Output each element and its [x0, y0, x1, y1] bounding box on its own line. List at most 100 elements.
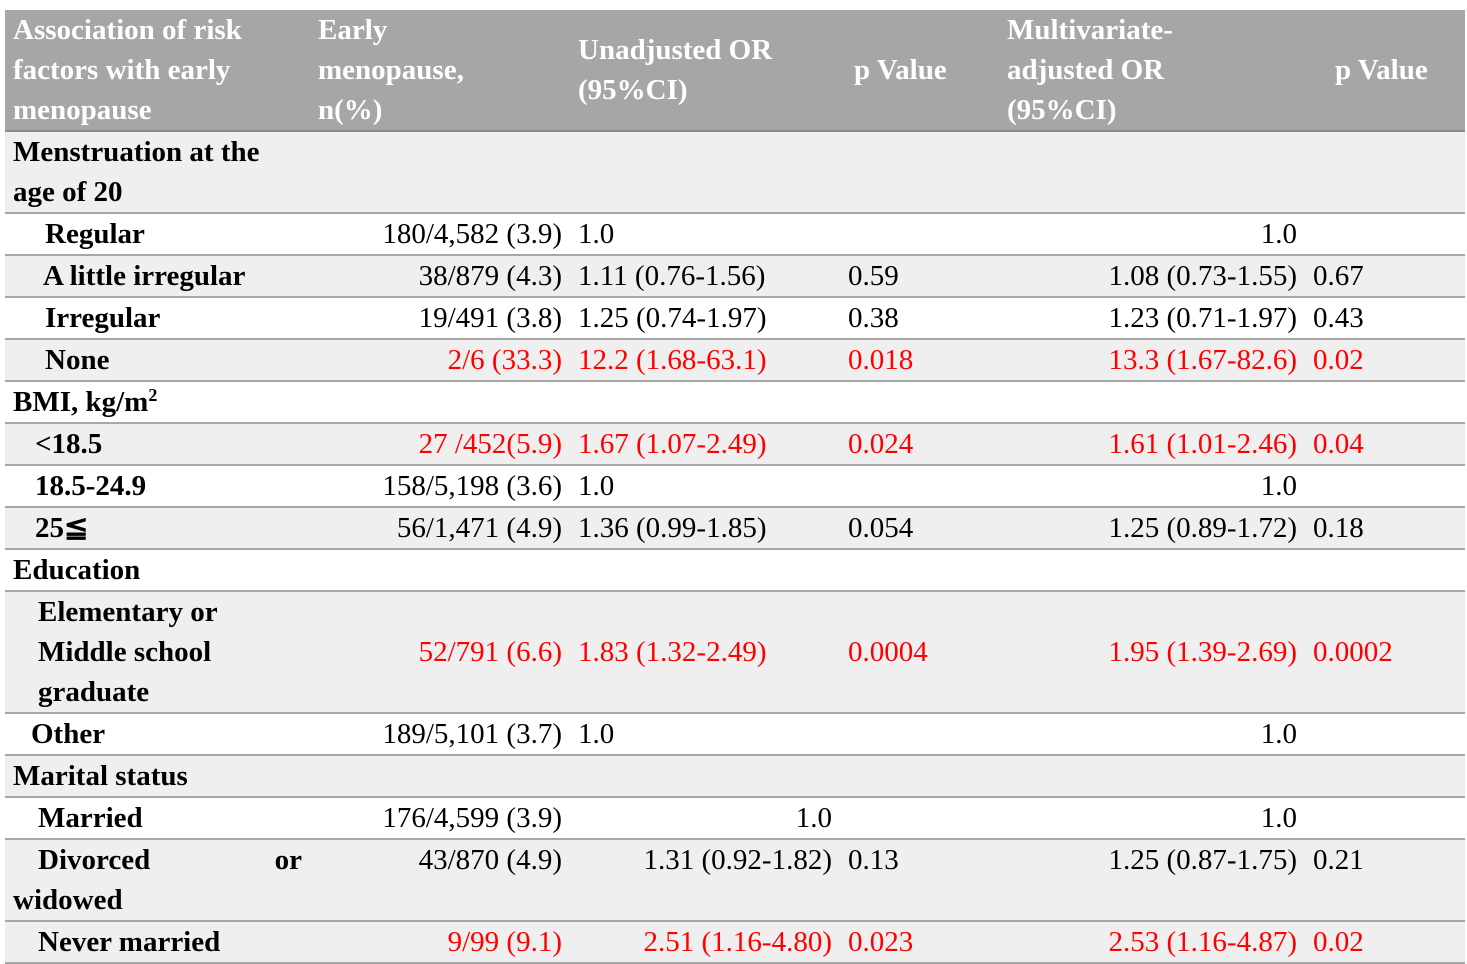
- adjusted-p-cell: 0.02: [1313, 926, 1364, 958]
- early-menopause-cell: 9/99 (9.1): [447, 926, 562, 958]
- early-menopause-cell: 19/491 (3.8): [418, 302, 562, 334]
- unadjusted-or-cell: 1.67 (1.07-2.49): [578, 428, 767, 460]
- row-label: Other: [31, 718, 106, 750]
- section-label: Education: [13, 554, 141, 586]
- unadjusted-or-cell: 1.0: [578, 218, 615, 250]
- unadjusted-or-cell: 2.51 (1.16-4.80): [643, 926, 832, 958]
- adjusted-p-cell: 0.43: [1313, 302, 1364, 334]
- adjusted-or-cell: 1.25 (0.89-1.72): [1108, 512, 1297, 544]
- p-value-cell: [840, 797, 983, 839]
- table-row: 25≦ 56/1,471 (4.9) 1.36 (0.99-1.85) 0.05…: [5, 507, 1465, 549]
- divorced-label-line: Divorced or: [13, 840, 302, 880]
- header-adjusted-or: Multivariate-adjusted OR (95%CI): [983, 10, 1305, 132]
- adjusted-p-cell: 0.02: [1313, 344, 1364, 376]
- table-row: Married 176/4,599 (3.9) 1.0 1.0: [5, 797, 1465, 839]
- adjusted-p-cell: 0.0002: [1313, 636, 1393, 668]
- p-value-cell: [840, 713, 983, 755]
- p-value-cell: 0.024: [848, 428, 914, 460]
- unadjusted-or-cell: 1.0: [578, 718, 615, 750]
- row-label: 25≦: [35, 512, 89, 544]
- p-value-cell: [840, 465, 983, 507]
- p-value-cell: 0.38: [848, 302, 899, 334]
- unadjusted-or-cell: 1.0: [578, 470, 615, 502]
- early-menopause-cell: 176/4,599 (3.9): [382, 802, 562, 834]
- adjusted-or-cell: 1.0: [1260, 802, 1297, 834]
- adjusted-or-cell: 1.95 (1.39-2.69): [1108, 636, 1297, 668]
- risk-factor-table: Association of risk factors with early m…: [5, 10, 1465, 964]
- section-label: Menstruation at the age of 20: [13, 136, 260, 208]
- early-menopause-cell: 43/870 (4.9): [418, 844, 562, 876]
- early-menopause-cell: 180/4,582 (3.9): [382, 218, 562, 250]
- header-risk-factor: Association of risk factors with early m…: [5, 10, 310, 132]
- early-menopause-cell: 52/791 (6.6): [418, 636, 562, 668]
- early-menopause-cell: 38/879 (4.3): [418, 260, 562, 292]
- adjusted-p-cell: [1305, 797, 1465, 839]
- p-value-cell: 0.59: [848, 260, 899, 292]
- early-menopause-cell: 2/6 (33.3): [447, 344, 562, 376]
- adjusted-p-cell: 0.18: [1313, 512, 1364, 544]
- section-row-education: Education: [5, 549, 1465, 591]
- table-row: Irregular 19/491 (3.8) 1.25 (0.74-1.97) …: [5, 297, 1465, 339]
- table-row: None 2/6 (33.3) 12.2 (1.68-63.1) 0.018 1…: [5, 339, 1465, 381]
- widowed-word: widowed: [13, 884, 123, 916]
- unadjusted-or-cell: 1.83 (1.32-2.49): [578, 636, 767, 668]
- adjusted-p-cell: [1305, 213, 1465, 255]
- p-value-cell: 0.018: [848, 344, 914, 376]
- early-menopause-cell: 27 /452(5.9): [418, 428, 562, 460]
- row-label: Married: [38, 802, 143, 834]
- divorced-word: Divorced: [38, 844, 151, 876]
- row-label: Elementary or Middle school graduate: [38, 596, 218, 708]
- header-row: Association of risk factors with early m…: [5, 10, 1465, 132]
- adjusted-p-cell: 0.04: [1313, 428, 1364, 460]
- table-row: Divorced or widowed 43/870 (4.9) 1.31 (0…: [5, 839, 1465, 921]
- adjusted-or-cell: 1.23 (0.71-1.97): [1108, 302, 1297, 334]
- adjusted-or-cell: 1.0: [1260, 218, 1297, 250]
- unadjusted-or-cell: 12.2 (1.68-63.1): [578, 344, 767, 376]
- section-row-marital: Marital status: [5, 755, 1465, 797]
- table-row: Elementary or Middle school graduate 52/…: [5, 591, 1465, 713]
- section-label: BMI, kg/m2: [5, 381, 310, 423]
- adjusted-or-cell: 1.0: [1260, 470, 1297, 502]
- early-menopause-cell: 158/5,198 (3.6): [382, 470, 562, 502]
- section-row-menstruation: Menstruation at the age of 20: [5, 131, 1465, 213]
- adjusted-or-cell: 1.25 (0.87-1.75): [1108, 844, 1297, 876]
- p-value-cell: 0.0004: [848, 636, 928, 668]
- p-value-cell: 0.13: [848, 844, 899, 876]
- row-label: Irregular: [45, 302, 161, 334]
- section-row-bmi: BMI, kg/m2: [5, 381, 1465, 423]
- row-label: A little irregular: [43, 260, 246, 292]
- unadjusted-or-cell: 1.31 (0.92-1.82): [643, 844, 832, 876]
- row-label: Never married: [38, 926, 221, 958]
- p-value-cell: 0.054: [848, 512, 914, 544]
- adjusted-or-cell: 1.0: [1260, 718, 1297, 750]
- table-row: Never married 9/99 (9.1) 2.51 (1.16-4.80…: [5, 921, 1465, 963]
- row-label: 18.5-24.9: [35, 470, 147, 502]
- table-row: Regular 180/4,582 (3.9) 1.0 1.0: [5, 213, 1465, 255]
- adjusted-p-cell: [1305, 465, 1465, 507]
- adjusted-or-cell: 1.61 (1.01-2.46): [1108, 428, 1297, 460]
- table-row: 18.5-24.9 158/5,198 (3.6) 1.0 1.0: [5, 465, 1465, 507]
- adjusted-p-cell: 0.67: [1313, 260, 1364, 292]
- p-value-cell: 0.023: [848, 926, 914, 958]
- unadjusted-or-cell: 1.11 (0.76-1.56): [578, 260, 766, 292]
- p-value-cell: [840, 213, 983, 255]
- header-p-value: p Value: [840, 10, 983, 132]
- table-row: A little irregular 38/879 (4.3) 1.11 (0.…: [5, 255, 1465, 297]
- section-label: Marital status: [13, 760, 188, 792]
- bmi-superscript: 2: [148, 385, 158, 405]
- adjusted-p-cell: [1305, 713, 1465, 755]
- adjusted-or-cell: 1.08 (0.73-1.55): [1108, 260, 1297, 292]
- adjusted-or-cell: 13.3 (1.67-82.6): [1108, 344, 1297, 376]
- row-label: Regular: [45, 218, 145, 250]
- adjusted-or-cell: 2.53 (1.16-4.87): [1108, 926, 1297, 958]
- row-label: None: [45, 344, 110, 376]
- adjusted-p-cell: 0.21: [1313, 844, 1364, 876]
- bmi-label: BMI, kg/m: [13, 386, 149, 418]
- or-word: or: [274, 844, 302, 876]
- row-label: <18.5: [35, 428, 103, 460]
- header-unadjusted-or: Unadjusted OR (95%CI): [570, 10, 840, 132]
- table-row: <18.5 27 /452(5.9) 1.67 (1.07-2.49) 0.02…: [5, 423, 1465, 465]
- header-early-menopause: Early menopause, n(%): [310, 10, 570, 132]
- unadjusted-or-cell: 1.0: [795, 802, 832, 834]
- row-label: Divorced or widowed: [5, 839, 310, 921]
